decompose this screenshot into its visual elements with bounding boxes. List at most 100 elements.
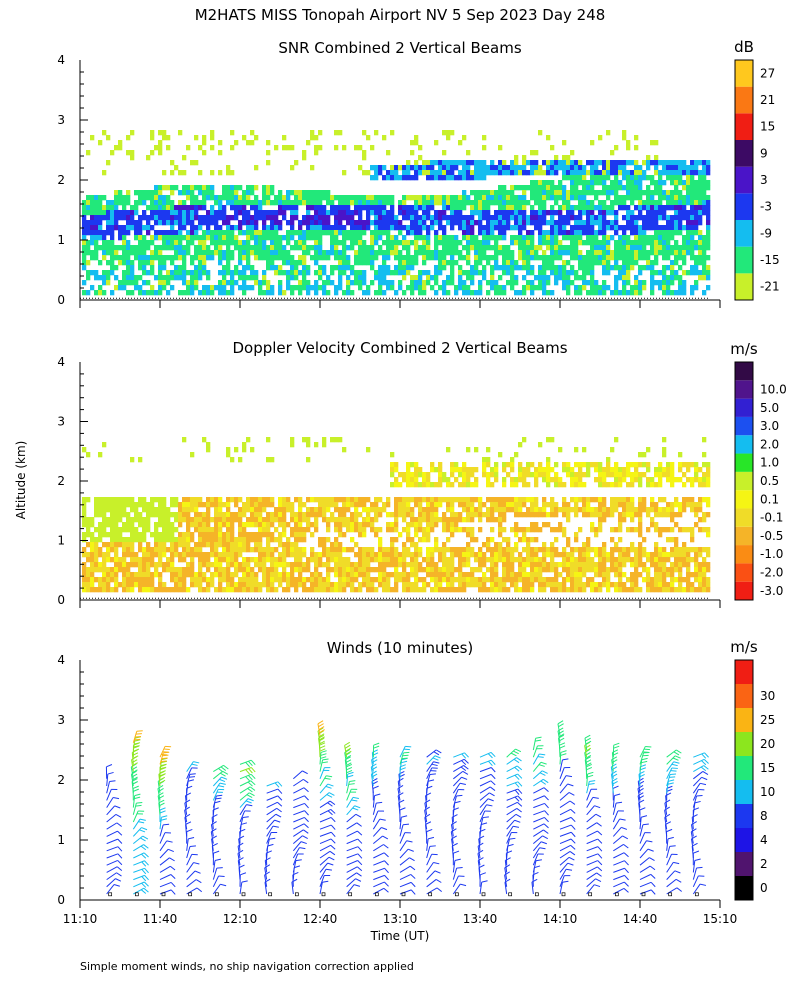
y-axis-label: Altitude (km): [14, 441, 28, 520]
colorbar-swatch: [735, 453, 753, 472]
wind-barb-column: [504, 748, 523, 897]
colorbar-swatch: [735, 526, 753, 546]
panel-1: SNR Combined 2 Vertical Beams 0 1 2 3 4 dB -21 -…: [57, 38, 780, 308]
plot-area: [80, 437, 711, 599]
calm-marker: [241, 892, 246, 897]
x-tick-label: 15:10: [703, 912, 738, 926]
colorbar-swatch: [735, 828, 753, 852]
y-tick-label: 3: [57, 113, 65, 127]
y-tick-label: 0: [57, 293, 65, 307]
y-tick-label: 3: [57, 415, 65, 429]
colorbar-swatch: [735, 140, 753, 167]
colorbar-label: 1.0: [760, 456, 779, 470]
wind-barb-column: [584, 734, 603, 897]
x-tick-label: 11:10: [63, 912, 98, 926]
wind-barb-column: [397, 745, 416, 897]
colorbar-label: -3.0: [760, 584, 783, 598]
calm-marker: [134, 892, 139, 897]
y-tick-label: 1: [57, 833, 65, 847]
calm-marker: [481, 892, 486, 897]
plot-area: [105, 720, 709, 897]
colorbar-swatch: [735, 732, 753, 756]
calm-marker: [268, 892, 273, 897]
colorbar-label: 25: [760, 713, 775, 727]
panel-2: Doppler Velocity Combined 2 Vertical Bea…: [57, 339, 787, 608]
colorbar-swatch: [735, 660, 753, 684]
calm-marker: [588, 892, 593, 897]
colorbar-swatch: [735, 166, 753, 194]
colorbar-swatch: [735, 60, 753, 87]
calm-marker: [188, 892, 193, 897]
colorbar-label: 2: [760, 857, 768, 871]
calm-marker: [534, 892, 539, 897]
colorbar-swatch: [735, 273, 753, 300]
wind-barb-column: [184, 761, 203, 897]
colorbar-label: -15: [760, 253, 780, 267]
y-tick-label: 1: [57, 233, 65, 247]
calm-marker: [561, 892, 566, 897]
colorbar-swatch: [735, 471, 753, 491]
colorbar-label: 20: [760, 737, 775, 751]
colorbar-swatch: [735, 876, 753, 900]
y-tick-label: 2: [57, 474, 65, 488]
calm-marker: [694, 892, 699, 897]
colorbar-swatch: [735, 581, 753, 600]
calm-marker: [428, 892, 433, 897]
colorbar-swatch: [735, 708, 753, 732]
calm-marker: [214, 892, 219, 897]
footnote: Simple moment winds, no ship navigation …: [80, 960, 414, 973]
y-tick-label: 0: [57, 593, 65, 607]
wind-barb-column: [424, 749, 443, 897]
calm-marker: [294, 892, 299, 897]
colorbar-swatch: [735, 435, 753, 454]
colorbar-label: 10.0: [760, 382, 787, 396]
calm-marker: [161, 892, 166, 897]
x-tick-label: 14:40: [623, 912, 658, 926]
wind-barb-column: [237, 759, 256, 897]
colorbar-label: 5.0: [760, 401, 779, 415]
colorbar-swatch: [735, 508, 753, 527]
colorbar-swatch: [735, 86, 753, 114]
colorbar-frame: [734, 659, 754, 901]
calm-marker: [614, 892, 619, 897]
colorbar-label: 4: [760, 833, 768, 847]
wind-barb-column: [450, 752, 469, 897]
y-tick-label: 0: [57, 893, 65, 907]
colorbar-unit: dB: [734, 38, 754, 56]
colorbar-frame: [734, 361, 754, 601]
y-tick-label: 1: [57, 534, 65, 548]
panel-3: Winds (10 minutes) 0 1 2 3 4 11:10 11:40 12:10 12…: [57, 638, 775, 926]
colorbar-swatch: [735, 398, 753, 417]
calm-marker: [108, 892, 113, 897]
colorbar-swatch: [735, 780, 753, 804]
colorbar-unit: m/s: [730, 638, 758, 656]
colorbar-swatch: [735, 193, 753, 220]
wind-barb-column: [690, 752, 709, 897]
colorbar-swatch: [735, 362, 753, 381]
panel-title: Doppler Velocity Combined 2 Vertical Bea…: [232, 339, 567, 357]
wind-barb-column: [130, 730, 149, 897]
wind-barb-column: [637, 745, 656, 897]
x-tick-label: 12:10: [223, 912, 258, 926]
colorbar-swatch: [735, 684, 753, 708]
calm-marker: [401, 892, 406, 897]
wind-barb-column: [610, 742, 629, 897]
colorbar-label: 27: [760, 66, 775, 80]
x-axis-label: Time (UT): [370, 929, 430, 943]
colorbar-label: 3.0: [760, 419, 779, 433]
wind-barb-column: [317, 720, 336, 897]
colorbar-label: 2.0: [760, 437, 779, 451]
calm-marker: [348, 892, 353, 897]
wind-barb-column: [210, 764, 229, 897]
wind-barb-column: [105, 764, 123, 897]
calm-marker: [454, 892, 459, 897]
calm-marker: [374, 892, 379, 897]
calm-marker: [668, 892, 673, 897]
colorbar-label: -0.1: [760, 511, 783, 525]
colorbar-label: 15: [760, 761, 775, 775]
y-tick-label: 3: [57, 713, 65, 727]
colorbar-label: 3: [760, 173, 768, 187]
calm-marker: [321, 892, 326, 897]
colorbar-label: 30: [760, 689, 775, 703]
